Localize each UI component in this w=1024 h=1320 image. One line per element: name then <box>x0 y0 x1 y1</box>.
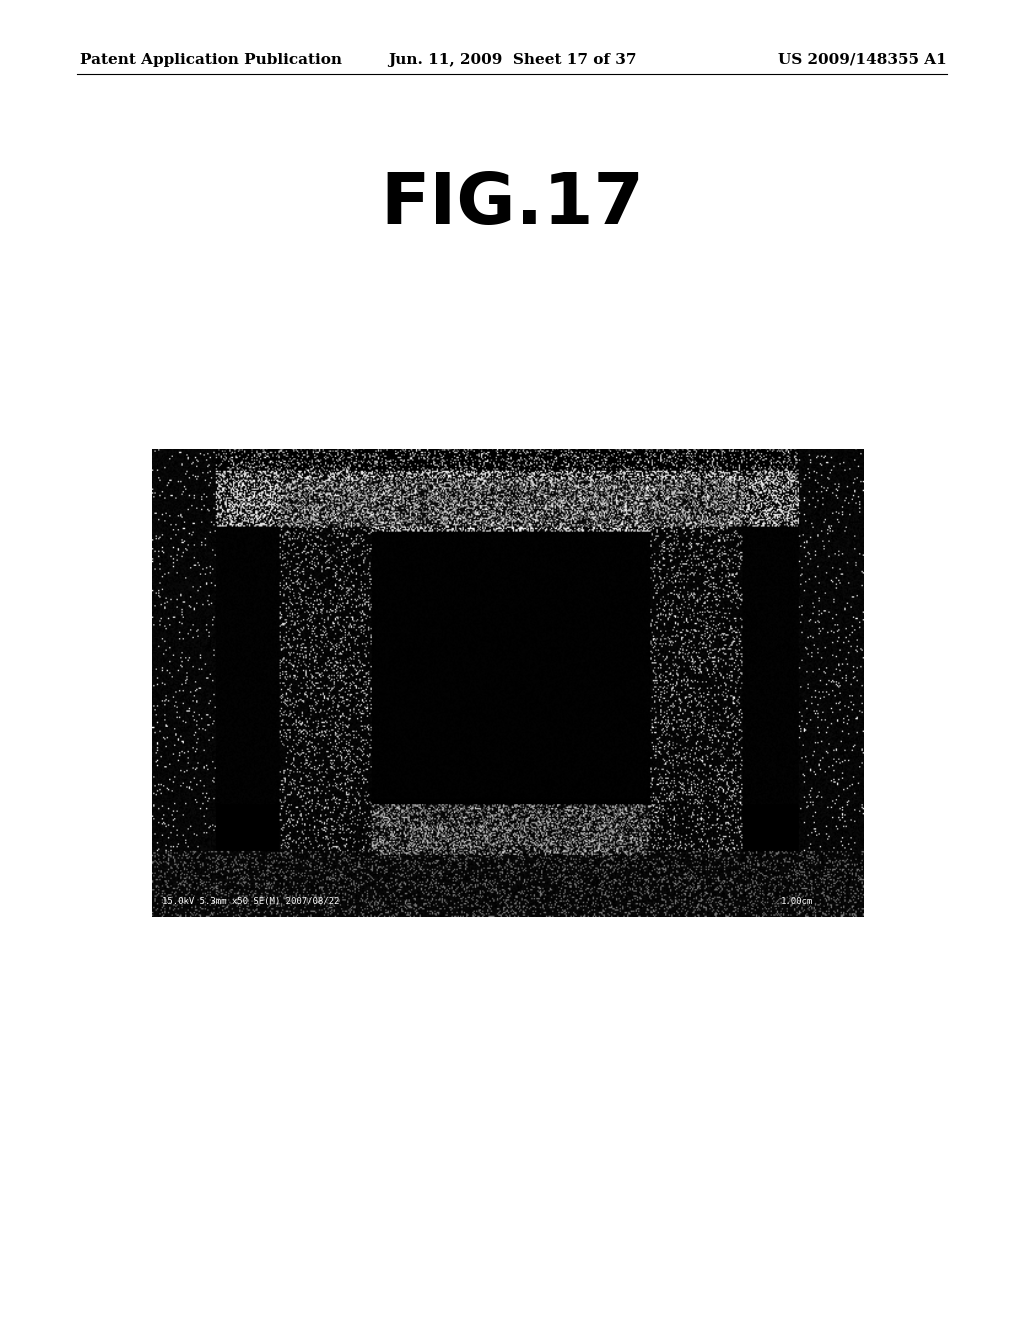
Text: FIG.17: FIG.17 <box>380 170 644 239</box>
Text: US 2009/148355 A1: US 2009/148355 A1 <box>778 53 947 67</box>
Text: 1.00cm: 1.00cm <box>781 896 813 906</box>
Text: 15.0kV 5.3mm x50 SE(M) 2007/08/22: 15.0kV 5.3mm x50 SE(M) 2007/08/22 <box>162 896 340 906</box>
Text: Patent Application Publication: Patent Application Publication <box>80 53 342 67</box>
Text: Jun. 11, 2009  Sheet 17 of 37: Jun. 11, 2009 Sheet 17 of 37 <box>388 53 636 67</box>
